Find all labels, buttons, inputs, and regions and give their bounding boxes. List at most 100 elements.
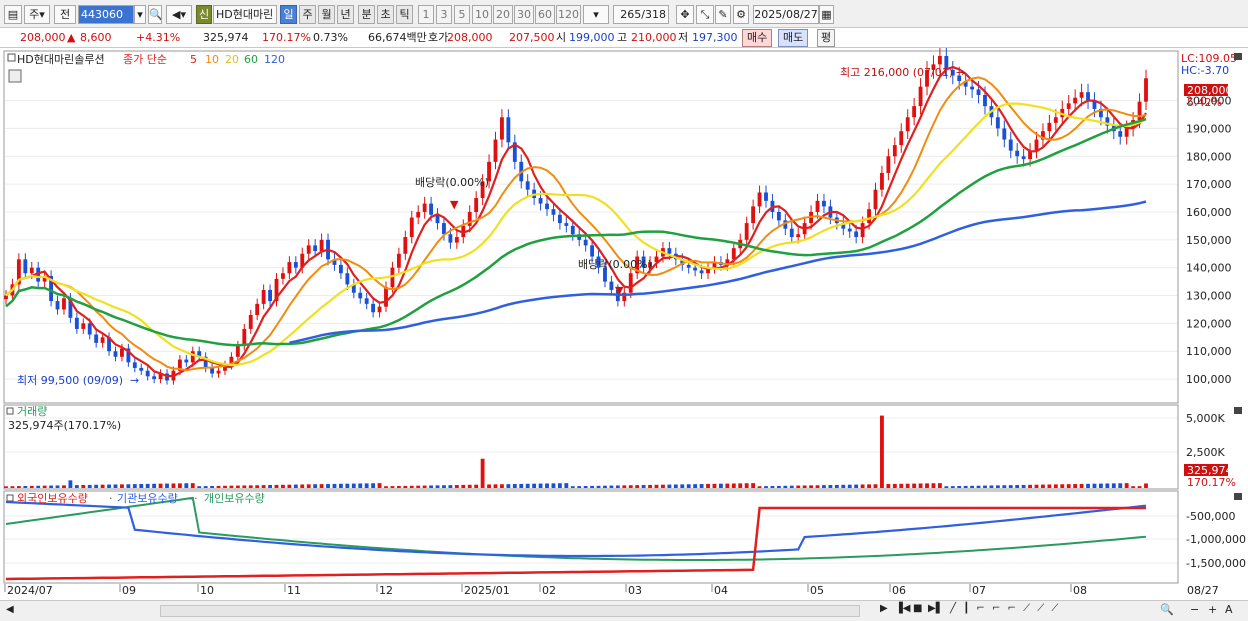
volume-bar [905, 483, 910, 488]
interval-30[interactable]: 30 [514, 5, 534, 24]
open-price: 199,000 [569, 31, 615, 44]
volume-bar [557, 483, 562, 488]
period-tick[interactable]: 틱 [396, 5, 413, 24]
period-day[interactable]: 일 [280, 5, 297, 24]
stock-chart[interactable]: 200,000 190,000 180,000 170,000 160,000 150,0… [0, 48, 1248, 600]
price-axis: 200,000 190,000 180,000 170,000 160,000 150,0… [1186, 95, 1232, 387]
stop-icon[interactable]: ■ [913, 603, 923, 614]
volume-bar [603, 485, 607, 488]
avg-button[interactable]: 평 [817, 29, 836, 47]
interval-120[interactable]: 120 [556, 5, 581, 24]
candle-body [409, 217, 414, 238]
interval-60[interactable]: 60 [535, 5, 555, 24]
volume-bar [107, 484, 111, 488]
candle-body [654, 256, 659, 263]
interval-10[interactable]: 10 [472, 5, 492, 24]
volume-bar [931, 483, 936, 488]
stock-code-input[interactable]: 443060 [78, 5, 134, 24]
scroll-right-icon[interactable]: ▶ [880, 603, 888, 614]
draw-tools-icon[interactable]: ╱ ┃ ⌐ ⌐ ⌐ ⟋ ⟋ ⟋ [950, 603, 1061, 614]
period-select[interactable]: 주▾ [24, 5, 50, 24]
volume-bar [474, 484, 479, 488]
candle-body [783, 220, 788, 229]
price-panel-close-icon[interactable] [1234, 53, 1242, 60]
candle-body [55, 301, 60, 310]
volume-bar [306, 484, 311, 488]
zoom-out-icon[interactable]: − [1190, 603, 1200, 616]
candle-body [744, 223, 749, 240]
interval-5[interactable]: 5 [454, 5, 470, 24]
volume-bar [822, 485, 826, 488]
candle-body [1098, 108, 1103, 118]
search-icon[interactable]: 🔍 [148, 5, 162, 24]
zoom-plus-icon[interactable]: + [1208, 603, 1218, 616]
price-tick-label: 110,000 [1186, 345, 1232, 358]
legend-ma20: 20 [225, 53, 239, 66]
candle-body [963, 81, 968, 87]
hc-label: HC:-3.70 [1181, 64, 1229, 77]
period-month[interactable]: 월 [318, 5, 335, 24]
period-minute[interactable]: 분 [358, 5, 375, 24]
candle-body [506, 117, 511, 143]
interval-3[interactable]: 3 [436, 5, 452, 24]
x-axis-label: 12 [379, 584, 393, 597]
sell-button[interactable]: 매도 [778, 29, 809, 47]
interval-1[interactable]: 1 [418, 5, 434, 24]
x-axis-label: 2024/07 [7, 584, 53, 597]
volume-grid [5, 417, 1177, 453]
candle-body [1015, 150, 1020, 157]
date-input[interactable]: 2025/08/27 [753, 5, 819, 24]
volume-bar [738, 483, 743, 488]
x-axis-label: 08 [1073, 584, 1087, 597]
volume-bar [1105, 483, 1110, 488]
crosshair-icon[interactable]: ✥ [676, 5, 694, 24]
window-menu-icon[interactable]: ▤ [4, 5, 22, 24]
scroll-bar[interactable]: ◀ ▶ ▐◀ ■ ▶▌ ╱ ┃ ⌐ ⌐ ⌐ ⟋ ⟋ ⟋ 🔍 − + A [0, 600, 1248, 621]
volume-bar [1098, 483, 1103, 488]
volume-bar [828, 485, 833, 488]
code-dropdown-icon[interactable]: ▾ [134, 5, 146, 24]
interval-20[interactable]: 20 [493, 5, 513, 24]
holding-panel-close-icon[interactable] [1234, 493, 1242, 500]
buy-button[interactable]: 매수 [742, 29, 773, 47]
candle-body [557, 214, 562, 224]
candle-body [216, 370, 221, 374]
candle-body [81, 323, 86, 329]
x-axis-label: 09 [122, 584, 136, 597]
calendar-icon[interactable]: ▦ [819, 5, 834, 24]
volume-bar [448, 485, 453, 488]
volume-bar [983, 485, 987, 488]
first-page-icon[interactable]: ▐◀ [895, 603, 911, 614]
period-second[interactable]: 초 [377, 5, 394, 24]
x-axis-label: 06 [892, 584, 906, 597]
volume-bar [1086, 483, 1090, 488]
period-week[interactable]: 주 [299, 5, 316, 24]
prev-button[interactable]: 전 [54, 5, 76, 24]
candle-body [937, 56, 942, 65]
period-year[interactable]: 년 [337, 5, 354, 24]
speaker-icon[interactable]: ◀▾ [166, 5, 192, 24]
candle-body [422, 203, 427, 212]
candle-body [1079, 92, 1084, 98]
volume-panel-close-icon[interactable] [1234, 407, 1242, 414]
interval-custom-dropdown[interactable]: ▾ [583, 5, 609, 24]
scroll-left-icon[interactable]: ◀ [6, 604, 14, 615]
volume-bar [261, 485, 266, 488]
price-change: 8,600 [80, 31, 112, 44]
font-icon[interactable]: A [1225, 603, 1233, 616]
volume-bar [126, 484, 131, 488]
chart-toggle-icon[interactable]: ⤡ [696, 5, 714, 24]
draw-icon[interactable]: ✎ [715, 5, 731, 24]
scroll-track[interactable] [160, 605, 860, 617]
last-page-icon[interactable]: ▶▌ [928, 603, 944, 614]
price-tick-label: 130,000 [1186, 290, 1232, 303]
zoom-in-icon[interactable]: 🔍 [1160, 603, 1174, 616]
top-toolbar: ▤ 주▾ 전 443060 ▾ 🔍 ◀▾ 신 HD현대마린 일 주 월 년 분 … [0, 0, 1248, 28]
volume-tick-5000k: 5,000K [1186, 412, 1225, 425]
gear-icon[interactable]: ⚙ [733, 5, 749, 24]
candle-body [680, 259, 685, 265]
table-view-icon[interactable] [8, 69, 22, 83]
candle-body [345, 273, 350, 285]
candle-body [538, 198, 543, 204]
candle-body [416, 211, 421, 218]
